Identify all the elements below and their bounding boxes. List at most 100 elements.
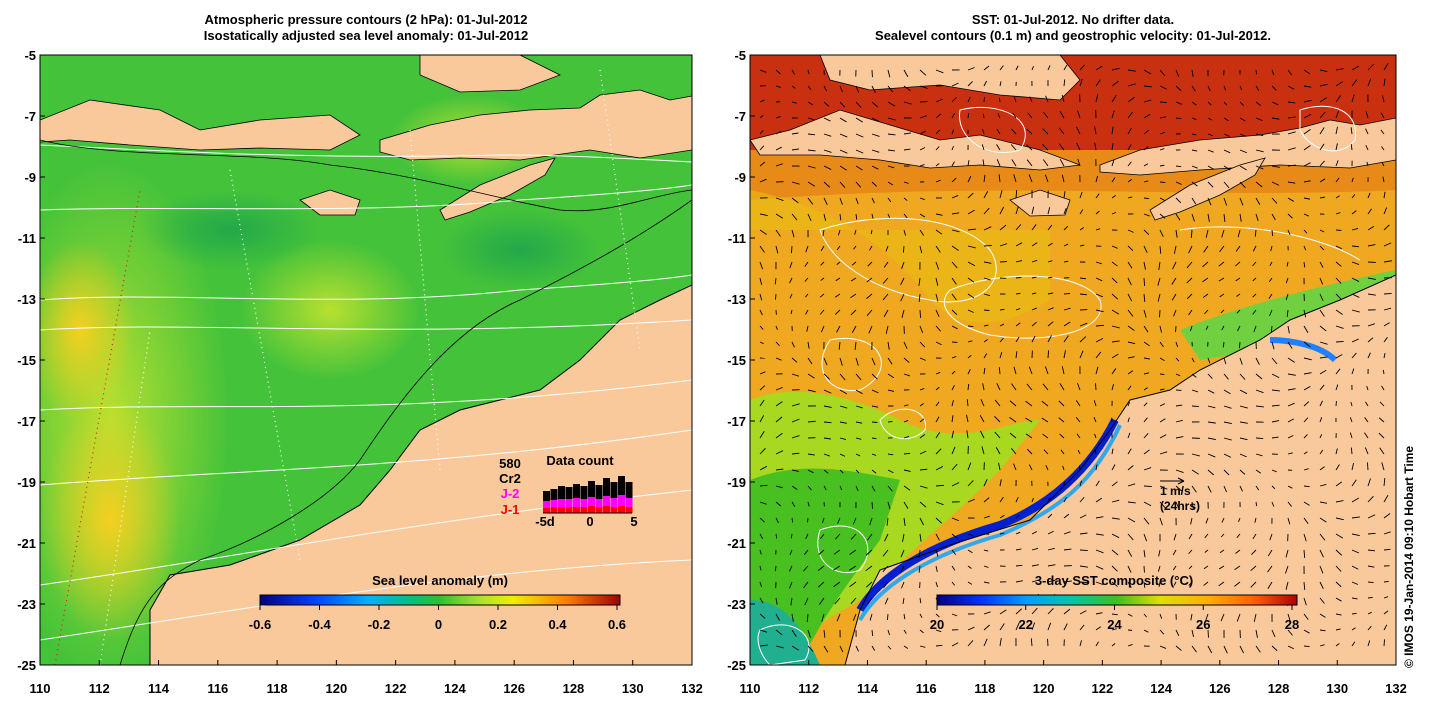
velocity-arrow (791, 85, 796, 89)
velocity-arrow (1236, 613, 1241, 622)
velocity-arrow (839, 85, 843, 93)
velocity-arrow (1319, 178, 1326, 183)
velocity-arrow (1303, 386, 1311, 391)
velocity-arrow (836, 245, 841, 251)
velocity-arrow (820, 245, 825, 252)
velocity-arrow (1223, 181, 1230, 189)
velocity-arrow (1159, 434, 1167, 439)
velocity-arrow (919, 197, 925, 201)
velocity-arrow (823, 421, 832, 424)
velocity-arrow (1287, 402, 1295, 407)
velocity-arrow (1127, 161, 1132, 167)
velocity-arrow (967, 340, 973, 343)
velocity-arrow (1159, 403, 1166, 407)
velocity-arrow (1255, 117, 1263, 121)
velocity-arrow (1223, 389, 1231, 395)
velocity-arrow (1351, 227, 1359, 231)
left-land-sulawesi (419, 55, 561, 93)
velocity-arrow (836, 325, 841, 333)
velocity-arrow (983, 353, 988, 359)
velocity-arrow (791, 418, 800, 423)
velocity-arrow (1268, 277, 1273, 283)
velocity-arrow (791, 148, 800, 151)
velocity-arrow (805, 293, 809, 298)
velocity-arrow (1175, 629, 1180, 637)
velocity-arrow (983, 367, 986, 375)
x-tick-label: 124 (1150, 681, 1172, 696)
velocity-arrow (1382, 369, 1385, 375)
velocity-arrow (759, 597, 764, 604)
velocity-arrow (871, 485, 876, 492)
velocity-arrow (1223, 197, 1228, 206)
velocity-arrow (1383, 224, 1390, 231)
velocity-arrow (1191, 453, 1200, 457)
velocity-arrow (1159, 629, 1165, 635)
velocity-arrow (1079, 581, 1088, 583)
velocity-arrow (919, 69, 927, 76)
velocity-arrow (1271, 69, 1275, 76)
velocity-arrow (852, 517, 857, 525)
velocity-arrow (996, 144, 1001, 151)
velocity-arrow (1287, 116, 1296, 119)
velocity-arrow (994, 415, 1001, 423)
velocity-arrow (1223, 469, 1230, 476)
velocity-arrow (980, 399, 985, 407)
count-bar-j1 (580, 507, 588, 513)
velocity-arrow (1175, 501, 1180, 510)
velocity-arrow (1189, 325, 1193, 332)
velocity-arrow (1079, 610, 1087, 615)
velocity-arrow (1143, 229, 1150, 236)
velocity-arrow (1271, 389, 1280, 392)
velocity-arrow (1203, 245, 1209, 253)
velocity-arrow (919, 613, 923, 619)
y-tick-label: -17 (17, 414, 36, 429)
velocity-arrow (887, 373, 895, 379)
velocity-arrow (983, 339, 988, 343)
velocity-arrow (1063, 580, 1072, 583)
velocity-arrow (1028, 366, 1033, 375)
velocity-arrow (1047, 292, 1054, 295)
velocity-arrow (775, 386, 783, 391)
velocity-arrow (902, 245, 905, 253)
velocity-arrow (1079, 293, 1087, 296)
velocity-arrow (998, 462, 1001, 471)
velocity-arrow (1383, 242, 1392, 247)
velocity-arrow (919, 629, 924, 634)
y-tick-label: -19 (727, 475, 746, 490)
velocity-arrow (1287, 164, 1296, 167)
velocity-arrow (1367, 597, 1373, 599)
velocity-arrow (1063, 243, 1069, 247)
velocity-arrow (1031, 564, 1039, 567)
velocity-arrow (1028, 174, 1033, 183)
count-bar-j1 (618, 506, 625, 513)
velocity-arrow (839, 213, 842, 221)
velocity-arrow (1252, 261, 1257, 267)
velocity-arrow (951, 129, 955, 135)
velocity-arrow (791, 197, 799, 204)
colorbar-tick-label: 24 (1107, 617, 1122, 632)
colorbar-tick-label: 0 (435, 617, 442, 632)
velocity-arrow (835, 533, 841, 540)
velocity-arrow (1093, 400, 1097, 407)
velocity-arrow (1011, 128, 1017, 135)
velocity-arrow (1111, 628, 1117, 631)
velocity-arrow (1255, 485, 1260, 491)
velocity-arrow (1367, 640, 1371, 647)
velocity-arrow (1159, 85, 1167, 90)
velocity-arrow (759, 178, 767, 183)
velocity-arrow (935, 293, 939, 302)
velocity-arrow (1271, 341, 1275, 350)
velocity-arrow (1251, 549, 1257, 555)
velocity-arrow (759, 415, 765, 423)
velocity-arrow (1015, 580, 1023, 583)
velocity-arrow (1207, 437, 1216, 441)
velocity-arrow (1143, 372, 1150, 375)
velocity-arrow (871, 501, 874, 509)
velocity-arrow (1223, 453, 1232, 458)
velocity-arrow (1239, 165, 1247, 171)
velocity-arrow (855, 101, 862, 108)
velocity-arrow (1041, 400, 1049, 407)
velocity-arrow (821, 613, 825, 622)
velocity-arrow (1271, 357, 1278, 365)
velocity-arrow (1367, 478, 1371, 487)
